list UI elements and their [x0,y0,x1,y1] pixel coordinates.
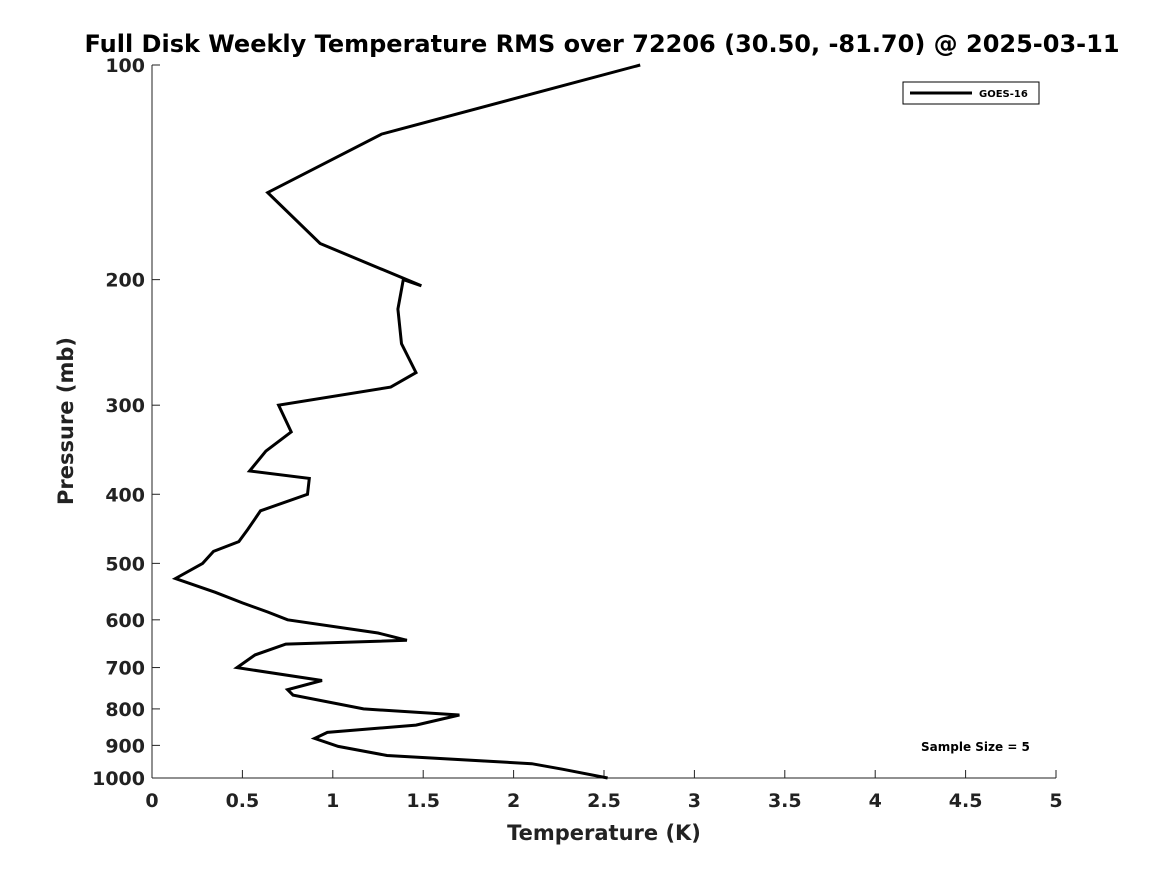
legend: GOES-16 [902,81,1040,105]
y-tick-label: 700 [105,658,145,680]
x-axis-ticks: 0 0.5 1 1.5 2 2.5 3 3.5 4 4.5 5 [145,770,1063,812]
x-tick-label: 5 [1049,790,1062,812]
x-tick-label: 4.5 [949,790,983,812]
y-tick-label: 400 [105,484,145,506]
chart-title: Full Disk Weekly Temperature RMS over 72… [84,30,1119,58]
series-layer [171,63,641,780]
x-tick-label: 1 [326,790,339,812]
y-tick-label: 200 [105,270,145,292]
x-tick-label: 1.5 [406,790,440,812]
y-tick-label: 900 [105,735,145,757]
y-tick-label: 800 [105,699,145,721]
y-tick-label: 300 [105,395,145,417]
x-tick-label: 3 [688,790,701,812]
x-tick-label: 0 [145,790,158,812]
x-tick-label: 2 [507,790,520,812]
y-axis-label: Pressure (mb) [54,337,78,505]
x-tick-label: 2.5 [587,790,621,812]
y-tick-label: 600 [105,610,145,632]
x-tick-label: 0.5 [226,790,260,812]
x-tick-label: 3.5 [768,790,802,812]
x-axis-label: Temperature (K) [507,821,701,845]
y-axis-ticks: 100 200 300 400 500 600 700 800 900 1000 [92,55,160,790]
sample-size-annotation: Sample Size = 5 [921,740,1030,754]
y-tick-label: 500 [105,553,145,575]
legend-label-goes16: GOES-16 [979,89,1028,100]
x-tick-label: 4 [869,790,882,812]
y-tick-label: 1000 [92,768,145,790]
series-line-goes-16 [171,63,641,780]
y-tick-label: 100 [105,55,145,77]
